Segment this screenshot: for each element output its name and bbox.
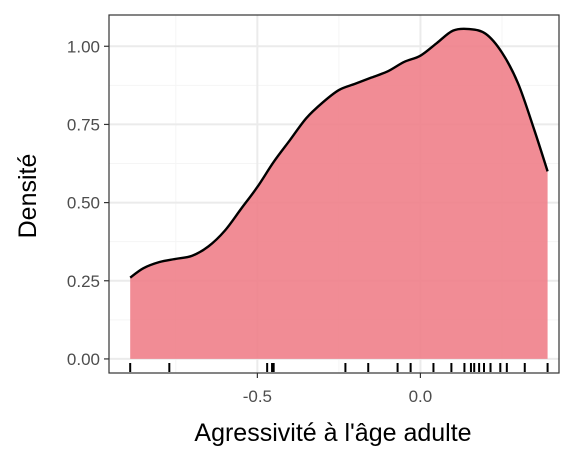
y-tick-label: 0.00 bbox=[67, 350, 100, 369]
x-tick-label: -0.5 bbox=[243, 387, 272, 406]
density-area bbox=[130, 28, 548, 359]
y-tick-label: 1.00 bbox=[67, 37, 100, 56]
x-axis-ticks: -0.5 0.0 bbox=[243, 373, 433, 406]
panel-border bbox=[108, 14, 560, 374]
x-tick-label: 0.0 bbox=[409, 387, 433, 406]
y-tick-label: 0.50 bbox=[67, 194, 100, 213]
y-tick-label: 0.25 bbox=[67, 272, 100, 291]
density-curve bbox=[129, 27, 549, 279]
y-tick-label: 0.75 bbox=[67, 115, 100, 134]
x-axis-title: Agressivité à l'âge adulte bbox=[194, 419, 471, 447]
y-axis-title: Densité bbox=[14, 154, 42, 239]
y-axis-ticks: 0.00 0.25 0.50 0.75 1.00 bbox=[67, 37, 109, 369]
rug-marks bbox=[129, 363, 549, 372]
